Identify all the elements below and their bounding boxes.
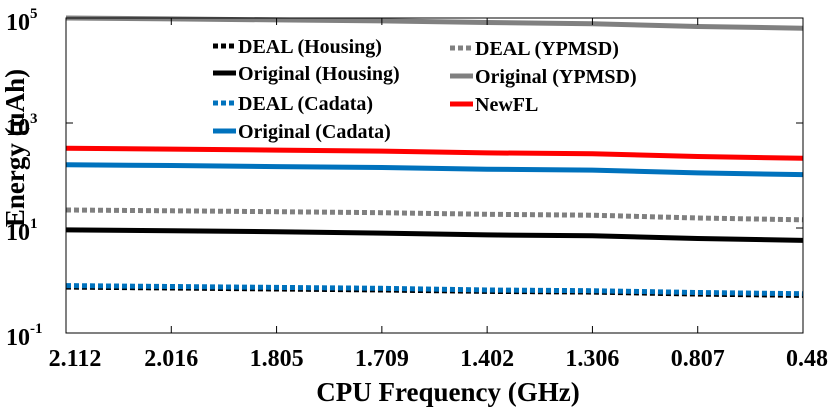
series-line-6 <box>65 145 804 161</box>
legend-label: NewFL <box>475 94 538 116</box>
x-tick-label: 2.016 <box>144 346 198 372</box>
legend-label: DEAL (YPMSD) <box>475 38 619 60</box>
legend: DEAL (Housing) Original (Housing) DEAL (Ca… <box>213 36 637 143</box>
legend-label: Original (Housing) <box>238 63 400 85</box>
legend-label: Original (Cadata) <box>238 121 391 143</box>
y-tick-label: 10-1 <box>6 321 43 351</box>
series-layer <box>65 15 804 298</box>
tick-labels: 2.112 2.016 1.805 1.709 1.402 1.306 0.807 0.48 1… <box>6 6 828 372</box>
x-tick-label: 1.709 <box>355 346 409 372</box>
y-axis-title: Energy (uAh) <box>0 69 30 227</box>
series-line-1 <box>65 227 804 243</box>
x-tick-label: 0.807 <box>671 346 725 372</box>
plot-frame <box>65 17 804 334</box>
x-axis-title: CPU Frequency (GHz) <box>316 377 579 407</box>
legend-label: DEAL (Cadata) <box>238 93 373 115</box>
x-tick-label: 1.306 <box>565 346 619 372</box>
x-tick-label: 1.805 <box>250 346 304 372</box>
y-tick-label: 105 <box>6 6 38 36</box>
series-line-4 <box>65 207 804 223</box>
series-line-5 <box>65 15 804 31</box>
legend-label: DEAL (Housing) <box>238 36 382 58</box>
axes <box>65 17 804 334</box>
series-line-2 <box>65 283 804 297</box>
series-line-3 <box>65 162 804 178</box>
y-tick-label: 103 <box>6 111 38 141</box>
x-tick-label: 1.402 <box>460 346 514 372</box>
legend-label: Original (YPMSD) <box>475 66 637 88</box>
x-tick-label: 0.48 <box>786 346 828 372</box>
x-tick-label: 2.112 <box>49 346 102 372</box>
y-tick-label: 101 <box>6 216 38 246</box>
